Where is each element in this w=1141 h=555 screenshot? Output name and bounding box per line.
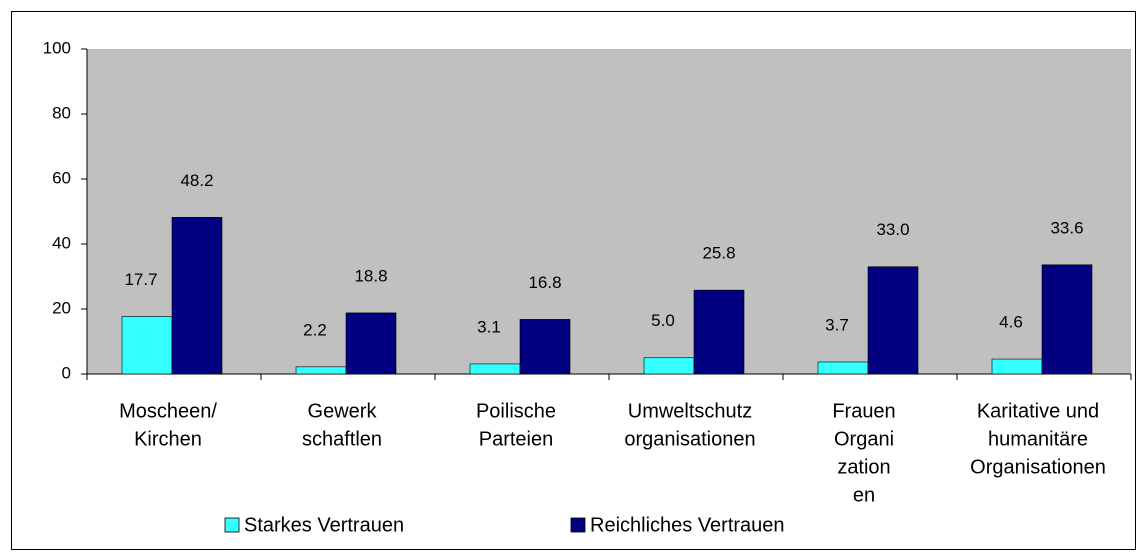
value-label: 3.1 bbox=[477, 317, 501, 336]
value-label: 2.2 bbox=[303, 320, 327, 339]
x-tick-label: Frauen bbox=[832, 400, 895, 422]
value-label: 5.0 bbox=[651, 311, 675, 330]
x-tick-label: Kirchen bbox=[134, 428, 202, 450]
x-tick-label: organisationen bbox=[624, 428, 755, 450]
legend-swatch bbox=[224, 517, 240, 533]
bar bbox=[121, 316, 173, 375]
value-label: 33.6 bbox=[1050, 218, 1083, 237]
bar bbox=[817, 361, 869, 375]
x-tick-label: Gewerk bbox=[308, 400, 378, 422]
value-label: 48.2 bbox=[180, 171, 213, 190]
x-tick-label: humanitäre bbox=[988, 428, 1088, 450]
value-label: 4.6 bbox=[999, 313, 1023, 332]
bar bbox=[991, 358, 1043, 375]
x-tick-label: en bbox=[853, 484, 875, 506]
bar bbox=[693, 289, 745, 375]
value-label: 3.7 bbox=[825, 315, 849, 334]
value-label: 17.7 bbox=[124, 270, 157, 289]
legend-label: Reichliches Vertrauen bbox=[590, 514, 785, 536]
bar bbox=[1041, 264, 1093, 375]
y-tick-label: 100 bbox=[43, 38, 71, 57]
x-tick-label: Parteien bbox=[479, 428, 554, 450]
bar bbox=[345, 312, 397, 375]
value-label: 18.8 bbox=[354, 266, 387, 285]
legend-swatch bbox=[570, 517, 586, 533]
x-tick-label: Moscheen/ bbox=[119, 400, 217, 422]
y-tick-label: 0 bbox=[62, 363, 71, 382]
value-label: 16.8 bbox=[528, 273, 561, 292]
bar bbox=[295, 366, 347, 375]
value-label: 25.8 bbox=[702, 244, 735, 263]
legend-label: Starkes Vertrauen bbox=[244, 514, 404, 536]
bar bbox=[867, 266, 919, 375]
bar bbox=[469, 363, 521, 375]
x-tick-label: Organi bbox=[834, 428, 894, 450]
x-tick-label: zation bbox=[837, 456, 890, 478]
x-tick-label: Poilische bbox=[476, 400, 556, 422]
bar bbox=[519, 319, 571, 375]
bar bbox=[171, 217, 223, 375]
x-tick-label: Umweltschutz bbox=[628, 400, 752, 422]
x-tick-label: schaftlen bbox=[302, 428, 382, 450]
y-tick-label: 60 bbox=[52, 168, 71, 187]
x-tick-label: Karitative und bbox=[977, 400, 1099, 422]
y-tick-label: 20 bbox=[52, 298, 71, 317]
y-tick-label: 80 bbox=[52, 103, 71, 122]
y-tick-label: 40 bbox=[52, 233, 71, 252]
x-tick-label: Organisationen bbox=[970, 456, 1106, 478]
plot-area bbox=[87, 49, 1131, 374]
bar bbox=[643, 357, 695, 375]
value-label: 33.0 bbox=[876, 220, 909, 239]
